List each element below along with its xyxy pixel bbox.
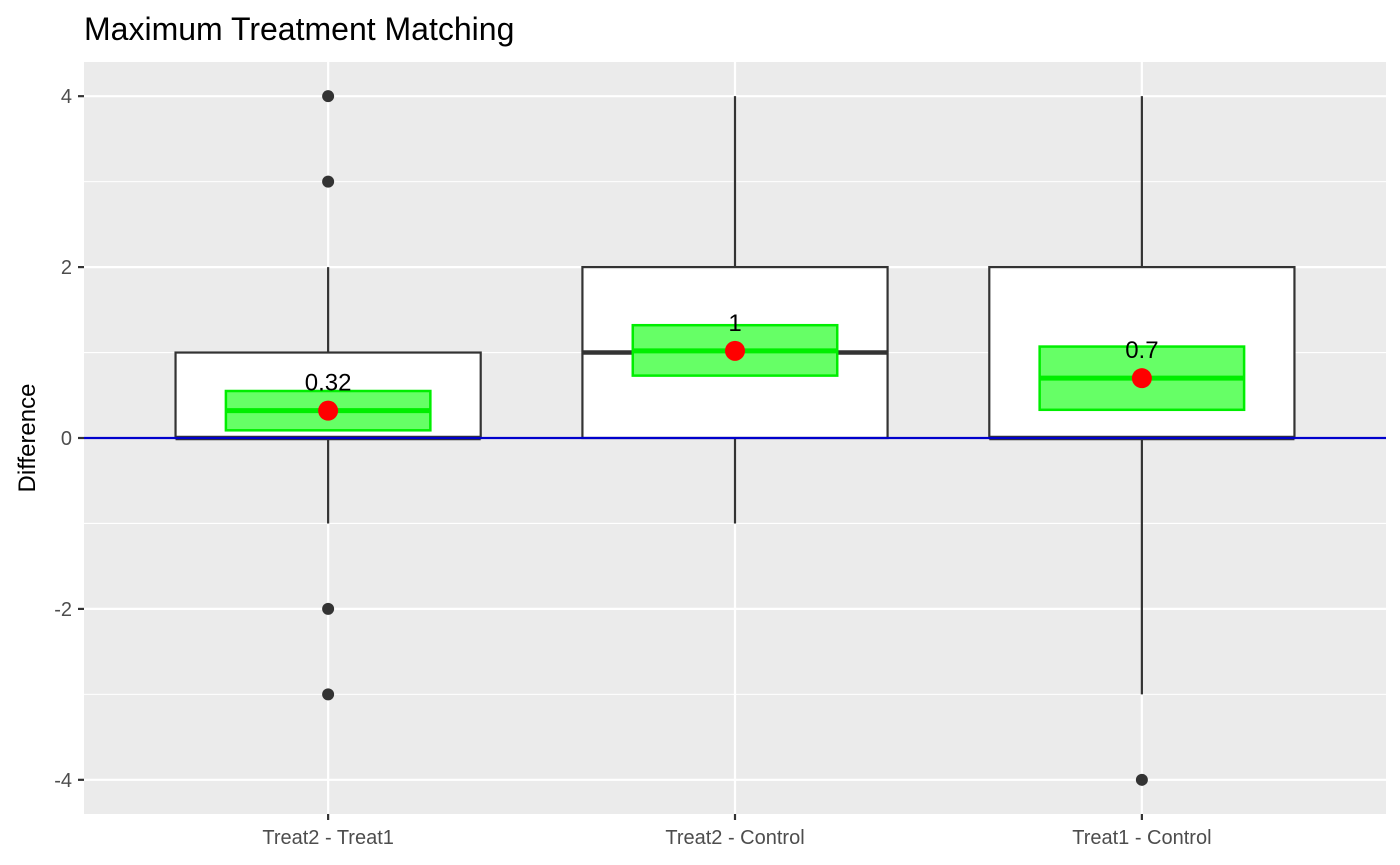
y-tick-label: 0 xyxy=(61,428,72,450)
x-tick-label: Treat2 - Control xyxy=(665,827,804,849)
mean-point xyxy=(318,400,339,421)
y-tick-label: 2 xyxy=(61,257,72,279)
outlier-point xyxy=(322,602,335,615)
mean-point xyxy=(725,340,745,361)
y-tick-label: -4 xyxy=(54,770,72,792)
y-tick-label: -2 xyxy=(54,599,72,621)
y-axis-label: Difference xyxy=(14,384,41,493)
mean-label: 0.32 xyxy=(305,370,352,397)
outlier-point xyxy=(1135,773,1148,786)
outlier-point xyxy=(322,688,335,701)
mean-label: 0.7 xyxy=(1125,337,1158,364)
axes: -4 -2 0 2 4 Treat2 - Treat1 Treat2 - Control Tr… xyxy=(54,86,1211,849)
mean-point xyxy=(1131,368,1152,389)
y-tick-label: 4 xyxy=(61,86,72,108)
x-tick-label: Treat1 - Control xyxy=(1072,827,1211,849)
mean-ci-layer: 0.32 1 0.7 xyxy=(224,310,1246,432)
mean-label: 1 xyxy=(728,310,741,337)
outlier-point xyxy=(322,175,335,188)
x-tick-label: Treat2 - Treat1 xyxy=(262,827,394,849)
chart-title: Maximum Treatment Matching xyxy=(84,11,514,47)
outlier-point xyxy=(322,90,335,103)
